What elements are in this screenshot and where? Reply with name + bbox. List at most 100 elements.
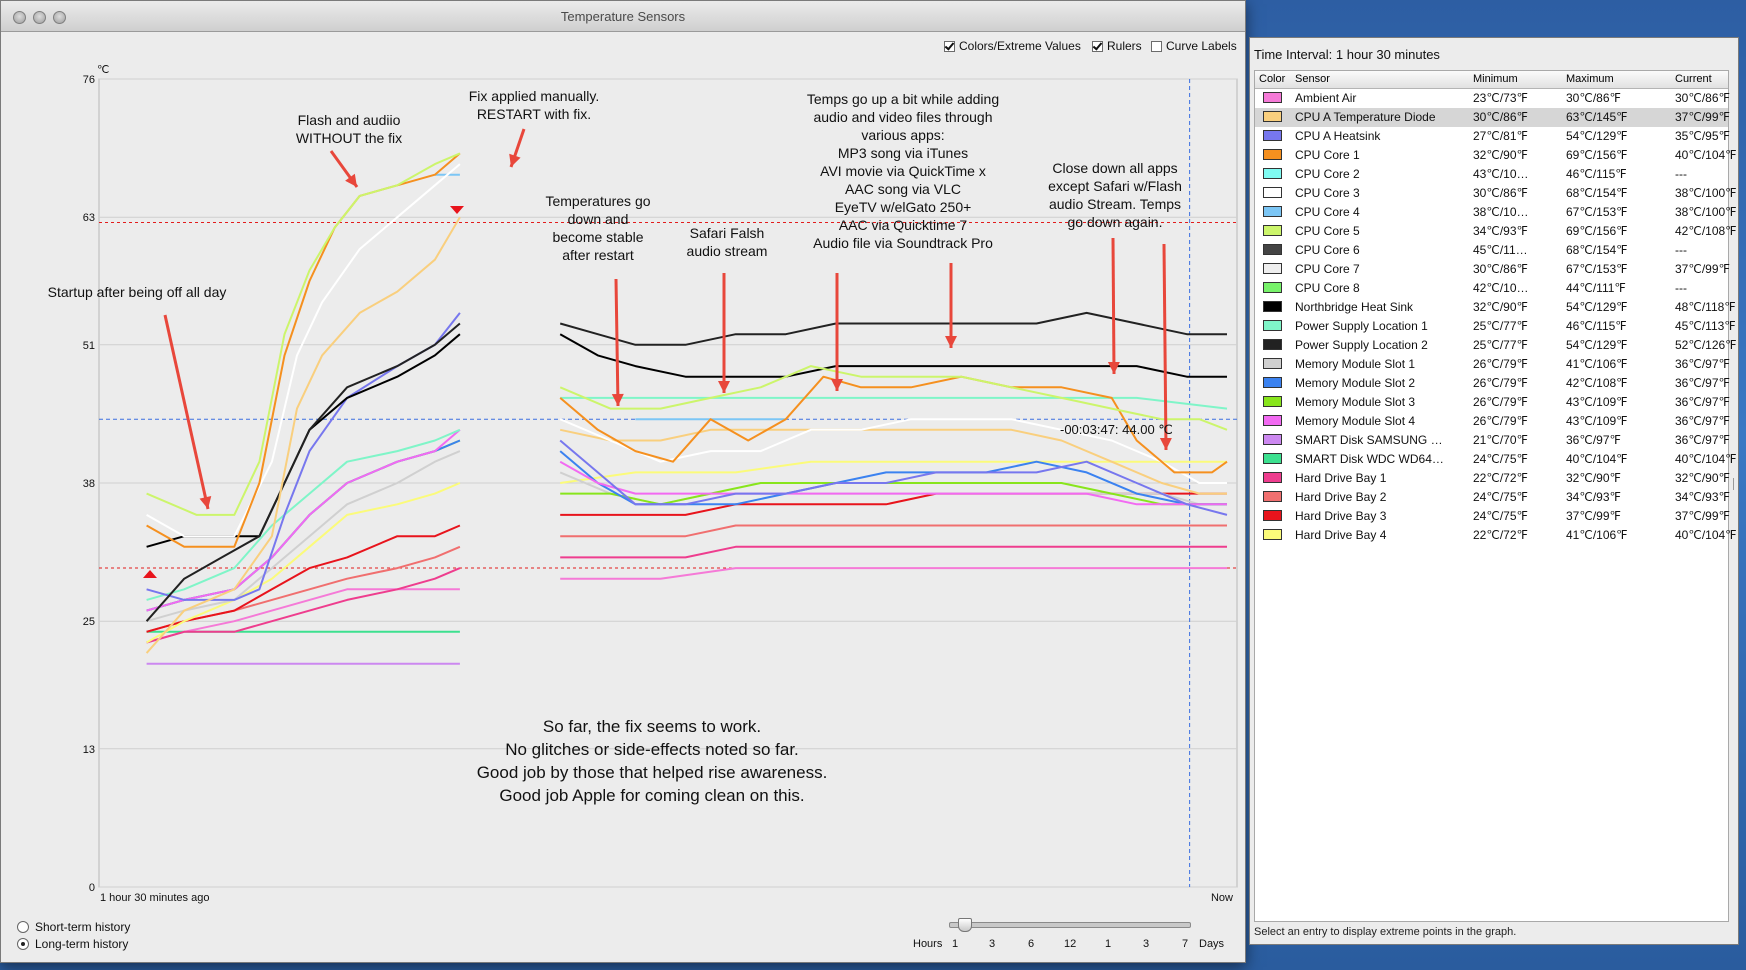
table-row[interactable]: CPU Core 1 32℃/90℉ 69℃/156℉ 40℃/104℉ — [1255, 146, 1737, 165]
y-tick-label: 0 — [89, 882, 95, 894]
curve-labels-label: Curve Labels — [1166, 39, 1237, 53]
table-row[interactable]: Hard Drive Bay 3 24℃/75℉ 37℃/99℉ 37℃/99℉ — [1255, 507, 1730, 526]
rulers-checkbox[interactable]: Rulers — [1092, 39, 1142, 53]
table-row[interactable]: CPU A Heatsink 27℃/81℉ 54℃/129℉ 35℃/95℉ — [1255, 127, 1730, 146]
table-row[interactable]: SMART Disk WDC WD64… 24℃/75℉ 40℃/104℉ 40℃/1… — [1255, 450, 1737, 469]
table-row[interactable]: CPU A Temperature Diode 30℃/86℉ 63℃/145℉ 37… — [1255, 108, 1730, 127]
maximum-value: 69℃/156℉ — [1566, 148, 1628, 162]
colors-extreme-values-checkbox[interactable]: Colors/Extreme Values — [944, 39, 1081, 53]
sensor-name: Memory Module Slot 4 — [1295, 414, 1416, 428]
checkbox-box[interactable] — [944, 40, 955, 52]
days-label: Days — [1199, 938, 1225, 950]
table-row[interactable]: Memory Module Slot 4 26℃/79℉ 43℃/109℉ 36℃/9… — [1255, 412, 1730, 431]
history-slider-thumb[interactable] — [958, 918, 972, 932]
minimum-value: 25℃/77℉ — [1473, 338, 1528, 352]
annotation-line: EyeTV w/elGato 250+ — [835, 199, 972, 215]
table-row[interactable]: CPU Core 5 34℃/93℉ 69℃/156℉ 42℃/108℉ — [1255, 222, 1737, 241]
min-marker — [143, 570, 157, 578]
sensor-name: CPU Core 5 — [1295, 224, 1360, 238]
minimum-value: 34℃/93℉ — [1473, 224, 1528, 238]
annotation-arrows — [163, 128, 1172, 510]
table-row[interactable]: Memory Module Slot 1 26℃/79℉ 41℃/106℉ 36℃/9… — [1255, 355, 1730, 374]
column-header-sensor[interactable]: Sensor — [1295, 73, 1330, 85]
table-row[interactable]: CPU Core 7 30℃/86℉ 67℃/153℉ 37℃/99℉ — [1255, 260, 1730, 279]
current-value: 40℃/104℉ — [1675, 148, 1737, 162]
annotation-line: Startup after being off all day — [48, 284, 227, 300]
table-row[interactable]: Power Supply Location 1 25℃/77℉ 46℃/115℉ 45… — [1255, 317, 1736, 336]
current-value: 36℃/97℉ — [1675, 414, 1730, 428]
table-row[interactable]: Hard Drive Bay 4 22℃/72℉ 41℃/106℉ 40℃/104℉ — [1255, 526, 1737, 545]
current-value: 48℃/118℉ — [1675, 300, 1736, 314]
table-row[interactable]: Power Supply Location 2 25℃/77℉ 54℃/129℉ 52… — [1255, 336, 1737, 355]
column-header-maximum[interactable]: Maximum — [1566, 73, 1614, 85]
curve-labels-checkbox[interactable]: Curve Labels — [1151, 39, 1237, 53]
slider-tick: 3 — [989, 938, 996, 950]
color-swatch — [1263, 111, 1282, 122]
table-row[interactable]: CPU Core 3 30℃/86℉ 68℃/154℉ 38℃/100℉ — [1255, 184, 1737, 203]
series-line — [146, 524, 461, 633]
maximum-value: 67℃/153℉ — [1566, 262, 1628, 276]
annotation-arrow — [1159, 243, 1172, 451]
table-row[interactable]: CPU Core 4 38℃/10… 67℃/153℉ 38℃/100℉ — [1255, 203, 1737, 222]
annotation-line: audio stream — [687, 243, 768, 259]
current-value: 35℃/95℉ — [1675, 129, 1730, 143]
minimum-value: 24℃/75℉ — [1473, 452, 1528, 466]
x-end-label: Now — [1211, 892, 1233, 904]
sensor-panel: Time Interval: 1 hour 30 minutes Color S… — [1249, 37, 1739, 945]
short-term-history-radio[interactable]: Short-term history — [17, 920, 130, 934]
checkbox-box[interactable] — [1092, 40, 1103, 52]
annotation-line: Close down all apps — [1052, 160, 1177, 176]
annotation-line: MP3 song via iTunes — [838, 145, 968, 161]
sensor-name: SMART Disk WDC WD64… — [1295, 452, 1444, 466]
column-header-current[interactable]: Current — [1675, 73, 1712, 85]
maximum-value: 44℃/111℉ — [1566, 281, 1626, 295]
sensor-table[interactable]: Color Sensor Minimum Maximum Current Amb… — [1254, 70, 1737, 922]
radio-button[interactable] — [17, 938, 29, 950]
annotation-arrow — [329, 150, 359, 188]
current-value: 30℃/86℉ — [1675, 91, 1730, 105]
table-row[interactable]: SMART Disk SAMSUNG … 21℃/70℉ 36℃/97℉ 36℃/97… — [1255, 431, 1730, 450]
maximum-value: 69℃/156℉ — [1566, 224, 1628, 238]
annotation-line: audio and video files through — [813, 109, 992, 125]
sensor-name: Hard Drive Bay 4 — [1295, 528, 1387, 542]
series-line — [559, 460, 1227, 506]
column-header-minimum[interactable]: Minimum — [1473, 73, 1518, 85]
series-line — [560, 524, 1227, 538]
long-term-history-radio[interactable]: Long-term history — [17, 937, 128, 951]
sensor-name: Memory Module Slot 2 — [1295, 376, 1416, 390]
sensor-name: CPU Core 4 — [1295, 205, 1360, 219]
table-row[interactable]: Memory Module Slot 2 26℃/79℉ 42℃/108℉ 36℃/9… — [1255, 374, 1730, 393]
current-value: 45℃/113℉ — [1675, 319, 1736, 333]
zoom-button[interactable] — [53, 11, 66, 24]
temperature-graph[interactable]: 76 63 51 38 25 13 0 ℃ 1 hour 30 minutes ago No… — [1, 1, 1247, 904]
resize-grip[interactable] — [1733, 478, 1736, 490]
annotation-line: become stable — [552, 229, 643, 245]
series-line — [146, 450, 461, 623]
table-row[interactable]: Northbridge Heat Sink 32℃/90℉ 54℃/129℉ 48℃/… — [1255, 298, 1736, 317]
series-line — [560, 460, 1227, 484]
table-row[interactable]: Hard Drive Bay 2 24℃/75℉ 34℃/93℉ 34℃/93℉ — [1255, 488, 1730, 507]
extreme-markers — [143, 206, 464, 578]
y-tick-label: 51 — [83, 340, 95, 352]
table-row[interactable]: CPU Core 6 45℃/11… 68℃/154℉ --- — [1255, 241, 1728, 260]
color-swatch — [1263, 168, 1282, 179]
checkbox-box[interactable] — [1151, 40, 1162, 52]
sensor-name: Ambient Air — [1295, 91, 1357, 105]
table-row[interactable]: CPU Core 8 42℃/10… 44℃/111℉ --- — [1255, 279, 1728, 298]
radio-button[interactable] — [17, 921, 29, 933]
column-header-color[interactable]: Color — [1259, 73, 1286, 85]
x-start-label: 1 hour 30 minutes ago — [100, 892, 209, 904]
color-swatch — [1263, 92, 1282, 103]
close-button[interactable] — [13, 11, 26, 24]
table-row[interactable]: Memory Module Slot 3 26℃/79℉ 43℃/109℉ 36℃/9… — [1255, 393, 1730, 412]
table-row[interactable]: Ambient Air 23℃/73℉ 30℃/86℉ 30℃/86℉ — [1255, 89, 1730, 108]
minimize-button[interactable] — [33, 11, 46, 24]
color-swatch — [1263, 453, 1282, 464]
series-line — [146, 428, 461, 601]
table-row[interactable]: CPU Core 2 43℃/10… 46℃/115℉ --- — [1255, 165, 1728, 184]
y-tick-label: 13 — [83, 744, 95, 756]
table-row[interactable]: Hard Drive Bay 1 22℃/72℉ 32℃/90℉ 32℃/90℉ — [1255, 469, 1730, 488]
minimum-value: 22℃/72℉ — [1473, 471, 1528, 485]
slider-tick: 1 — [952, 938, 959, 950]
history-slider-track[interactable] — [949, 922, 1191, 928]
